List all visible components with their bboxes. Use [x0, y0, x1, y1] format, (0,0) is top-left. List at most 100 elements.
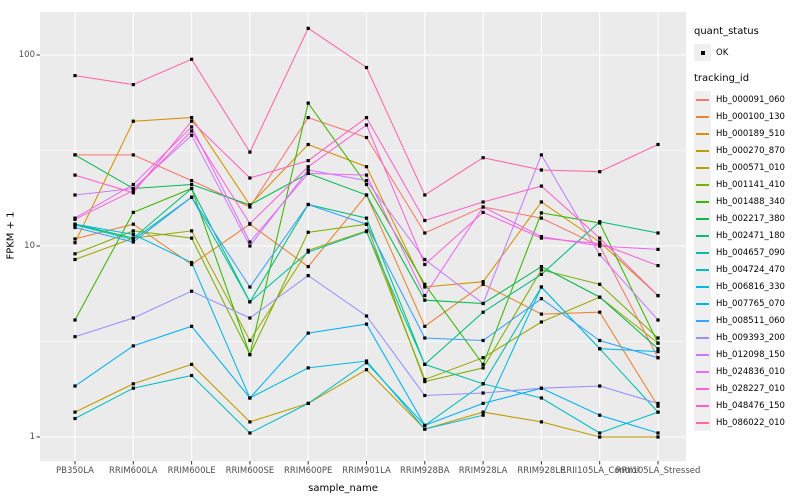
data-point [131, 344, 135, 348]
legend-entry-label: Hb_007765_070 [716, 298, 785, 309]
line-swatch-icon [696, 217, 709, 220]
legend-key-box [694, 380, 711, 397]
line-swatch-icon [696, 404, 709, 407]
data-point [423, 262, 427, 267]
line-swatch-icon [696, 353, 709, 356]
data-point [248, 150, 252, 154]
data-point [73, 257, 77, 262]
data-point [131, 191, 135, 195]
data-point [539, 153, 543, 157]
data-point [481, 413, 485, 417]
data-point [73, 410, 77, 414]
legend-entry-label: OK [716, 47, 729, 58]
legend-entry-Hb_002217_380: Hb_002217_380 [694, 210, 798, 227]
legend-title-quant-status: quant_status [694, 26, 759, 37]
line-swatch-icon [696, 302, 709, 305]
data-point [306, 168, 310, 172]
legend-key-box [694, 44, 711, 61]
data-point [73, 222, 77, 226]
data-point [73, 241, 77, 245]
line-swatch-icon [696, 115, 709, 118]
line-swatch-icon [696, 421, 709, 424]
data-point [306, 101, 310, 105]
data-point [190, 129, 194, 133]
data-point [481, 210, 485, 214]
data-point [131, 386, 135, 390]
legend-key-box [694, 244, 711, 261]
x-tick-label: RRIM600PE [284, 466, 333, 476]
legend-entry-Hb_086022_010: Hb_086022_010 [694, 414, 798, 431]
data-point [190, 229, 194, 233]
data-point [539, 297, 543, 301]
data-point [190, 125, 194, 129]
data-point [539, 184, 543, 188]
data-point [656, 410, 660, 414]
legend-key-box [694, 142, 711, 159]
data-point [539, 216, 543, 220]
y-tick-label: 1 [29, 431, 35, 442]
data-point [248, 431, 252, 435]
data-point [423, 257, 427, 262]
legend-entry-label: Hb_002217_380 [716, 213, 785, 224]
legend-entry-Hb_008511_060: Hb_008511_060 [694, 312, 798, 329]
data-point [598, 236, 602, 240]
data-point [481, 391, 485, 395]
data-point [598, 253, 602, 257]
data-point [423, 285, 427, 289]
legend-entry-label: Hb_000100_130 [716, 111, 785, 122]
data-point [364, 182, 369, 187]
data-point [131, 222, 135, 226]
data-point [306, 165, 310, 169]
data-point [306, 401, 310, 405]
data-point [364, 216, 369, 220]
data-point [656, 435, 660, 439]
legend-key-box [694, 176, 711, 193]
line-swatch-icon [696, 336, 709, 339]
data-point [423, 423, 427, 427]
data-point [248, 338, 252, 343]
legend-key-box [694, 261, 711, 278]
legend-entry-label: Hb_001488_340 [716, 196, 785, 207]
data-point [364, 123, 369, 127]
legend-entry-Hb_000270_870: Hb_000270_870 [694, 142, 798, 159]
data-point [539, 272, 543, 276]
legend-entry-Hb_028227_010: Hb_028227_010 [694, 380, 798, 397]
line-swatch-icon [696, 98, 709, 101]
data-point [364, 193, 369, 197]
line-swatch-icon [696, 285, 709, 288]
x-tick-label: RRIM600LE [167, 466, 216, 476]
data-point [539, 265, 543, 269]
data-point [131, 316, 135, 320]
data-point [598, 347, 602, 351]
data-point [481, 382, 485, 386]
legend-gap [694, 61, 798, 73]
line-swatch-icon [696, 268, 709, 271]
data-point [190, 373, 194, 378]
data-point [539, 285, 543, 289]
x-tick-label: RRIM928BA [400, 466, 450, 476]
data-point [481, 280, 485, 284]
legend-key-box [694, 312, 711, 329]
data-point [248, 285, 252, 289]
data-point [481, 338, 485, 343]
data-point [73, 237, 77, 241]
data-point [539, 396, 543, 400]
legend-entry-label: Hb_086022_010 [716, 417, 785, 428]
data-point [598, 241, 602, 246]
data-point [248, 222, 252, 226]
data-point [598, 384, 602, 388]
legend-entry-label: Hb_000189_510 [716, 128, 785, 139]
legend: quant_status OK tracking_id Hb_000091_06… [694, 26, 798, 431]
data-point [656, 431, 660, 435]
legend-entry-Hb_002471_180: Hb_002471_180 [694, 227, 798, 244]
data-point [481, 200, 485, 204]
data-point [481, 301, 485, 306]
legend-entry-label: Hb_004724_470 [716, 264, 785, 275]
data-point [364, 230, 369, 234]
legend-entry-label: Hb_048476_150 [716, 400, 785, 411]
line-swatch-icon [696, 200, 709, 203]
data-point [598, 244, 602, 248]
data-point [598, 413, 602, 417]
